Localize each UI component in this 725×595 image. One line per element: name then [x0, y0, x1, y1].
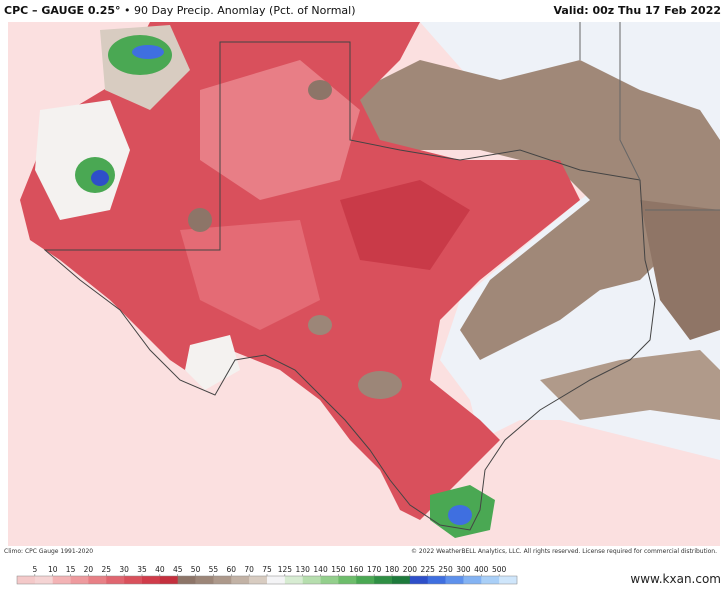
climo-note: Climo: CPC Gauge 1991-2020 [4, 548, 94, 555]
legend-swatch [17, 576, 36, 584]
legend-label: 45 [173, 565, 183, 574]
legend-label: 170 [367, 565, 382, 574]
legend-label: 50 [191, 565, 201, 574]
legend-label: 75 [262, 565, 272, 574]
legend-swatch [409, 576, 429, 584]
legend-swatch [159, 576, 179, 584]
legend-swatch [267, 576, 286, 584]
legend-swatch [34, 576, 54, 584]
legend-label: 20 [84, 565, 94, 574]
legend-label: 400 [474, 565, 489, 574]
legend-label: 5 [32, 565, 37, 574]
legend-label: 15 [66, 565, 76, 574]
legend-label: 130 [296, 565, 311, 574]
legend-swatch [195, 576, 214, 584]
legend-label: 200 [403, 565, 418, 574]
legend-swatch [88, 576, 107, 584]
legend-label: 250 [438, 565, 453, 574]
legend-swatch [499, 576, 518, 584]
legend-label: 30 [119, 565, 129, 574]
legend-label: 40 [155, 565, 165, 574]
legend-swatch [52, 576, 71, 584]
legend-swatch [124, 576, 143, 584]
legend-swatch [392, 576, 411, 584]
legend-label: 160 [349, 565, 364, 574]
legend-swatch [445, 576, 464, 584]
legend-swatch [481, 576, 500, 584]
legend-swatch [106, 576, 125, 584]
legend-swatch [427, 576, 446, 584]
legend-swatch [338, 576, 357, 584]
legend-swatch [463, 576, 482, 584]
legend-label: 25 [102, 565, 112, 574]
copyright: © 2022 WeatherBELL Analytics, LLC. All r… [411, 548, 717, 555]
legend-label: 10 [48, 565, 58, 574]
legend-swatch [356, 576, 375, 584]
legend-swatch [213, 576, 232, 584]
legend-label: 180 [385, 565, 400, 574]
legend-label: 300 [456, 565, 471, 574]
legend-label: 125 [278, 565, 293, 574]
legend-swatch [249, 576, 268, 584]
legend-swatch [231, 576, 250, 584]
legend-label: 60 [227, 565, 237, 574]
valid-time: Valid: 00z Thu 17 Feb 2022 [553, 4, 722, 17]
header-left: CPC – GAUGE 0.25° • 90 Day Precip. Anoml… [4, 4, 356, 17]
legend-label: 500 [492, 565, 507, 574]
legend-swatch [320, 576, 339, 584]
legend-label: 140 [313, 565, 328, 574]
map-field [8, 22, 720, 546]
legend-label: 225 [421, 565, 436, 574]
watermark: www.kxan.com [630, 572, 721, 586]
legend-label: 35 [137, 565, 147, 574]
legend-label: 70 [244, 565, 254, 574]
subtitle: • 90 Day Precip. Anomlay (Pct. of Normal… [124, 4, 356, 17]
borders [43, 22, 720, 531]
legend-swatch [70, 576, 89, 584]
legend-label: 55 [209, 565, 219, 574]
legend-swatch [142, 576, 161, 584]
title: CPC – GAUGE 0.25° [4, 4, 121, 17]
legend-swatch [177, 576, 196, 584]
legend-swatch [302, 576, 321, 584]
legend-swatch [374, 576, 393, 584]
legend-swatch [284, 576, 304, 584]
legend-label: 150 [331, 565, 346, 574]
